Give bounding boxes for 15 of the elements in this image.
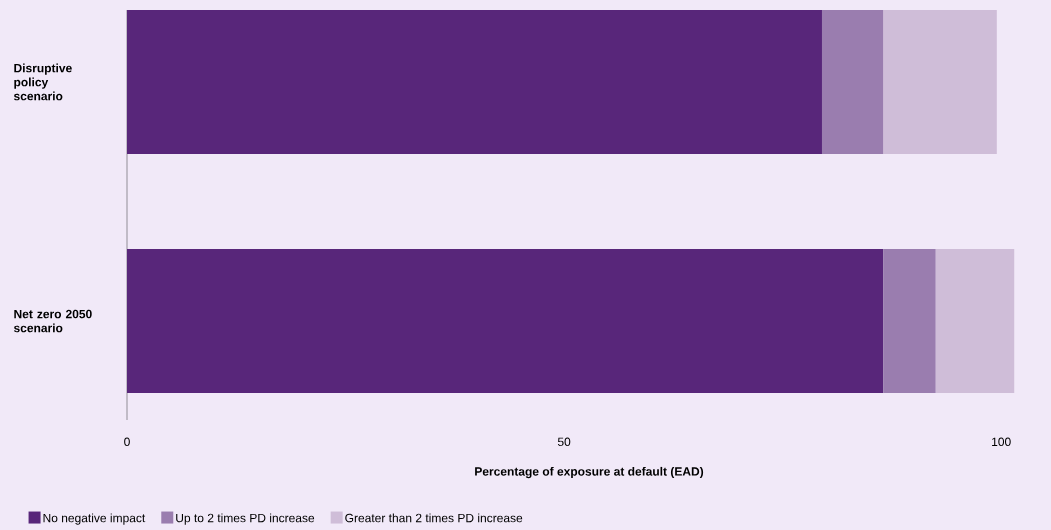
legend-label: Up to 2 times PD increase: [176, 513, 315, 525]
bar: [883, 249, 936, 394]
bar: [127, 10, 822, 154]
legend-label: No negative impact: [43, 513, 146, 525]
x-tick-label: 0: [124, 437, 130, 447]
x-axis-title: Percentage of exposure at default (EAD): [475, 466, 704, 479]
x-tick-label: 50: [557, 437, 571, 447]
legend-label: Greater than 2 times PD increase: [345, 513, 523, 523]
bar: [883, 10, 997, 154]
bar: [127, 249, 884, 394]
bar: [935, 249, 1015, 394]
y-tick-label: Net zero 2050 scenario: [13, 309, 92, 333]
bar: [821, 10, 884, 154]
x-tick-label: 100: [992, 437, 1011, 447]
y-tick-label: Disruptive policy scenario: [13, 63, 72, 101]
